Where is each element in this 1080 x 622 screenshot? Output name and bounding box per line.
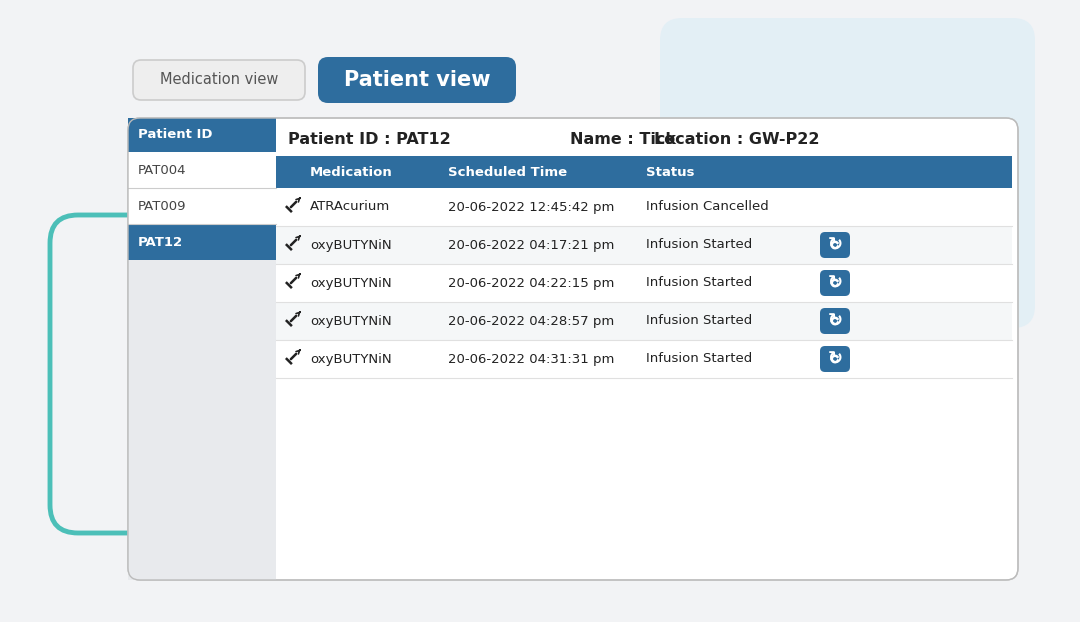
Text: Patient ID: Patient ID — [138, 129, 213, 141]
Text: Infusion Started: Infusion Started — [646, 277, 753, 289]
Text: Patient ID : PAT12: Patient ID : PAT12 — [288, 132, 450, 147]
Text: 20-06-2022 04:17:21 pm: 20-06-2022 04:17:21 pm — [448, 238, 615, 251]
FancyBboxPatch shape — [820, 270, 850, 296]
Text: Medication view: Medication view — [160, 73, 279, 88]
Text: 20-06-2022 12:45:42 pm: 20-06-2022 12:45:42 pm — [448, 200, 615, 213]
Text: Infusion Started: Infusion Started — [646, 238, 753, 251]
Text: Infusion Started: Infusion Started — [646, 315, 753, 328]
Text: Medication: Medication — [310, 165, 393, 179]
FancyBboxPatch shape — [133, 60, 305, 100]
Text: ↻: ↻ — [827, 350, 842, 368]
Text: Infusion Started: Infusion Started — [646, 353, 753, 366]
Text: PAT004: PAT004 — [138, 164, 187, 177]
Text: oxyBUTYNiN: oxyBUTYNiN — [310, 238, 392, 251]
Bar — [276, 188, 1012, 226]
Text: PAT009: PAT009 — [138, 200, 187, 213]
Text: ↻: ↻ — [827, 274, 842, 292]
Text: 20-06-2022 04:28:57 pm: 20-06-2022 04:28:57 pm — [448, 315, 615, 328]
Text: Scheduled Time: Scheduled Time — [448, 165, 567, 179]
Text: PAT12: PAT12 — [138, 236, 184, 249]
Text: Name : Tick: Name : Tick — [570, 132, 676, 147]
Bar — [276, 156, 1012, 188]
FancyBboxPatch shape — [820, 232, 850, 258]
FancyBboxPatch shape — [820, 346, 850, 372]
Bar — [129, 118, 276, 580]
Text: 20-06-2022 04:22:15 pm: 20-06-2022 04:22:15 pm — [448, 277, 615, 289]
Text: Patient view: Patient view — [343, 70, 490, 90]
Text: oxyBUTYNiN: oxyBUTYNiN — [310, 315, 392, 328]
Text: oxyBUTYNiN: oxyBUTYNiN — [310, 277, 392, 289]
Text: Status: Status — [646, 165, 694, 179]
Text: ATRAcurium: ATRAcurium — [310, 200, 390, 213]
Bar — [129, 152, 276, 188]
Text: oxyBUTYNiN: oxyBUTYNiN — [310, 353, 392, 366]
Bar — [276, 264, 1012, 302]
Text: ↻: ↻ — [827, 236, 842, 254]
Bar — [129, 224, 276, 260]
Bar — [129, 118, 276, 152]
Text: ↻: ↻ — [827, 312, 842, 330]
FancyBboxPatch shape — [660, 18, 1035, 328]
Text: 20-06-2022 04:31:31 pm: 20-06-2022 04:31:31 pm — [448, 353, 615, 366]
Bar — [276, 302, 1012, 340]
Bar — [276, 226, 1012, 264]
Text: Location : GW-P22: Location : GW-P22 — [654, 132, 820, 147]
FancyBboxPatch shape — [820, 308, 850, 334]
Bar — [276, 340, 1012, 378]
Text: Infusion Cancelled: Infusion Cancelled — [646, 200, 769, 213]
FancyBboxPatch shape — [129, 118, 1018, 580]
Bar — [129, 188, 276, 224]
FancyBboxPatch shape — [318, 57, 516, 103]
